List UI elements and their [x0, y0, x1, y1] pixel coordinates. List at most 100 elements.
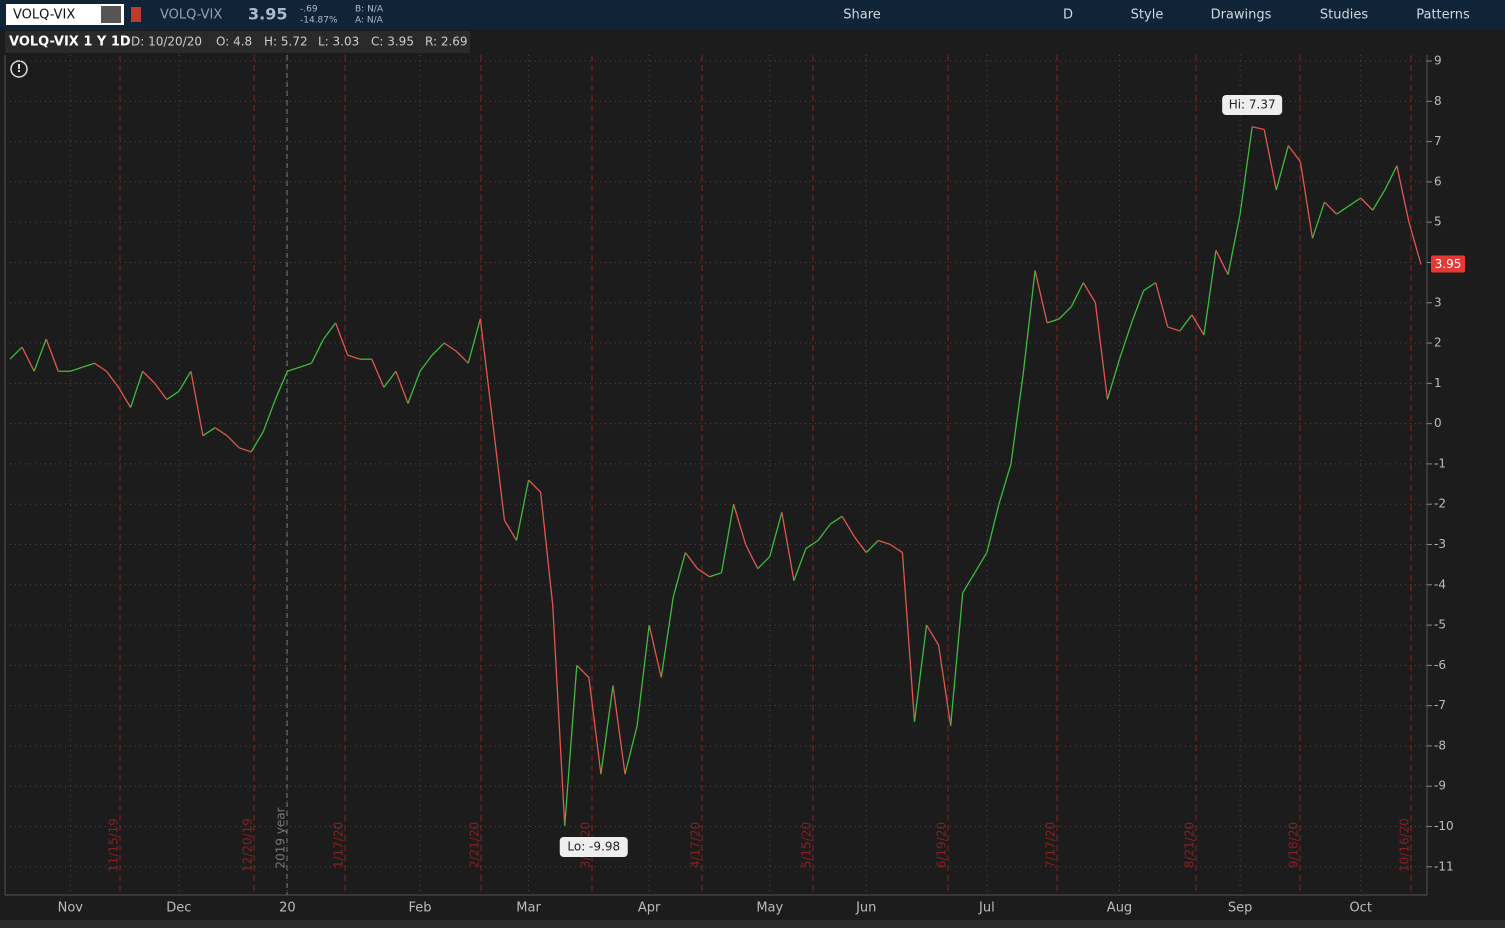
y-tick-label: 1 — [1434, 376, 1442, 390]
price-segment — [262, 399, 276, 432]
toolbar-button[interactable]: Share — [843, 8, 881, 23]
price-segment — [105, 370, 120, 388]
header-field: R: 2.69 — [425, 35, 468, 49]
x-tick-label: Mar — [516, 901, 541, 916]
price-segment — [310, 338, 325, 364]
toolbar-button[interactable]: Patterns — [1416, 8, 1470, 23]
price-segment — [1372, 189, 1386, 211]
x-tick-label: May — [756, 901, 783, 916]
price-segment — [1203, 250, 1217, 336]
price-segment — [937, 645, 952, 726]
price-segment — [1034, 270, 1048, 324]
y-tick-label: -8 — [1434, 738, 1446, 752]
price-segment — [1252, 126, 1265, 131]
price-segment — [1082, 282, 1096, 304]
x-tick-label: Jun — [855, 901, 876, 916]
price-segment — [709, 572, 722, 578]
price-segment — [672, 552, 686, 598]
pct-change: -14.87% — [300, 16, 338, 26]
y-tick-label: 2 — [1434, 336, 1442, 350]
price-segment — [878, 539, 891, 546]
price-segment — [1336, 205, 1350, 215]
symbol-box[interactable] — [6, 4, 124, 25]
price-segment — [515, 479, 530, 541]
expiration-label: 5/15/20 — [800, 822, 814, 868]
y-tick-label: 5 — [1434, 215, 1442, 229]
price-segment — [274, 371, 288, 400]
price-segment — [624, 725, 638, 775]
price-segment — [1287, 145, 1301, 163]
symbol: VOLQ-VIX — [160, 8, 222, 23]
header-bar — [5, 31, 470, 53]
ask: A: N/A — [355, 16, 384, 26]
price-segment — [431, 342, 445, 356]
price-segment — [1191, 314, 1205, 336]
price-segment — [962, 572, 976, 594]
price-segment — [684, 552, 698, 570]
price-segment — [697, 568, 710, 578]
y-tick-label: 9 — [1434, 54, 1442, 68]
price-segment — [299, 362, 312, 368]
expiration-label: 6/19/20 — [935, 822, 949, 868]
price-segment — [33, 338, 47, 372]
toolbar-button[interactable]: D — [1063, 8, 1073, 23]
price-segment — [528, 479, 542, 493]
y-tick-label: 3 — [1434, 295, 1442, 309]
price-segment — [117, 387, 132, 408]
price-segment — [142, 370, 156, 384]
price-segment — [1408, 222, 1422, 265]
price-segment — [214, 427, 228, 437]
x-tick-label: Apr — [638, 901, 661, 916]
price-segment — [1299, 161, 1314, 239]
price-segment — [1130, 290, 1145, 324]
price-segment — [757, 556, 771, 570]
toolbar-button[interactable]: Style — [1131, 8, 1164, 23]
price-segment — [1396, 165, 1410, 223]
bid: B: N/A — [355, 5, 384, 15]
price-segment — [539, 492, 554, 605]
expiration-label: 10/16/20 — [1398, 818, 1412, 872]
y-tick-label: 7 — [1434, 134, 1442, 148]
price-segment — [178, 370, 192, 392]
y-tick-label: 0 — [1434, 416, 1442, 430]
dropdown[interactable] — [101, 6, 121, 23]
expiration-label: 4/17/20 — [689, 822, 703, 868]
hi-bubble — [1222, 95, 1283, 115]
x-tick-label: Aug — [1107, 901, 1132, 916]
price-segment — [21, 346, 35, 372]
toolbar-button[interactable]: Drawings — [1211, 8, 1272, 23]
price-segment — [998, 463, 1012, 505]
price-segment — [1227, 214, 1241, 275]
price-segment — [648, 624, 662, 678]
last-box — [1431, 255, 1465, 273]
expiration-label: 2/21/20 — [468, 822, 482, 868]
last-label: 3.95 — [1435, 257, 1462, 271]
price-segment — [395, 371, 409, 404]
price-segment — [1239, 126, 1253, 215]
price-segment — [865, 540, 879, 554]
alert-icon[interactable] — [10, 60, 28, 78]
y-tick-label: -7 — [1434, 698, 1446, 712]
price-segment — [287, 366, 300, 372]
x-tick-label: 20 — [279, 901, 296, 916]
y-tick-label: -6 — [1434, 658, 1446, 672]
price-segment — [479, 318, 494, 420]
lo-label: Lo: -9.98 — [567, 840, 620, 854]
price-segment — [1118, 322, 1133, 360]
toolbar-button[interactable]: Studies — [1320, 8, 1368, 23]
symbol-input[interactable]: VOLQ-VIX — [13, 8, 75, 23]
toolbar — [0, 0, 1505, 30]
price-segment — [853, 536, 867, 553]
price-segment — [407, 371, 421, 404]
price-segment — [950, 592, 964, 726]
price-segment — [829, 515, 843, 525]
price-segment — [238, 447, 252, 453]
price-segment — [1384, 165, 1398, 191]
price-segment — [1348, 197, 1362, 207]
price-segment — [974, 552, 988, 574]
price-segment — [793, 548, 807, 581]
price-segment — [419, 354, 433, 372]
x-tick-label: Sep — [1228, 901, 1253, 916]
price-segment — [1155, 282, 1169, 328]
